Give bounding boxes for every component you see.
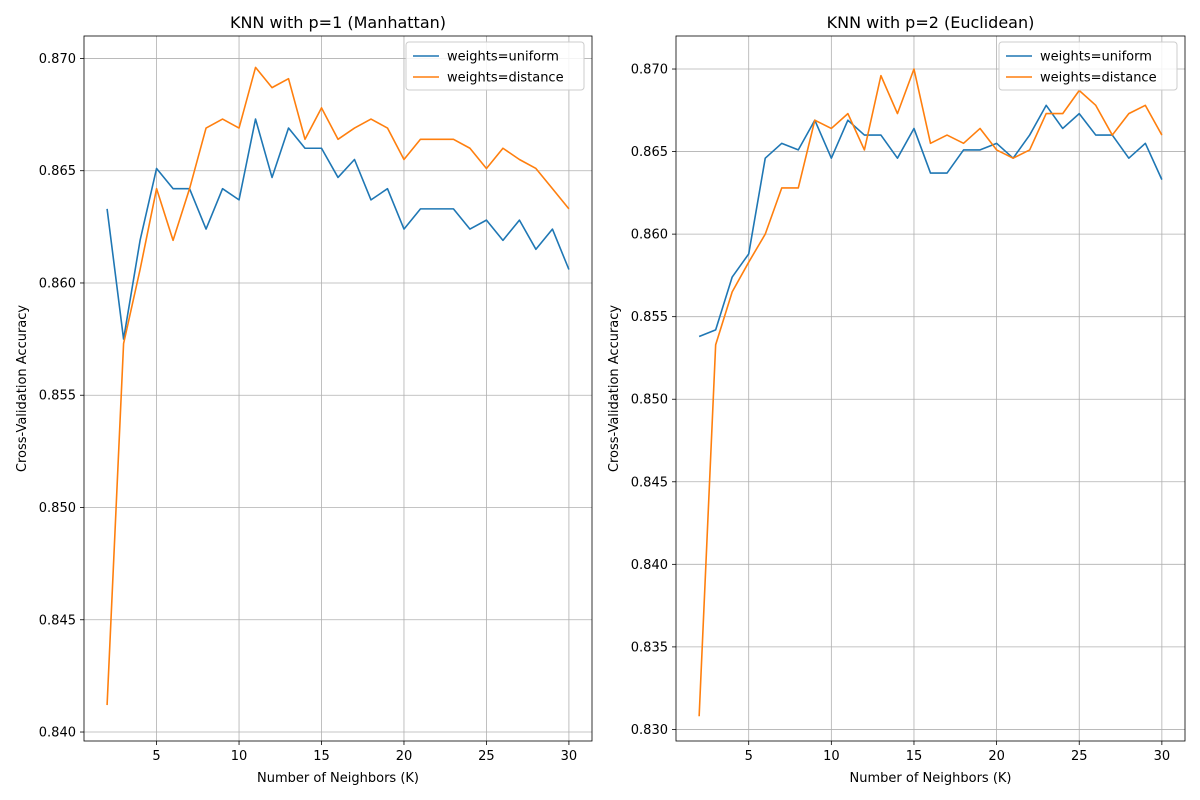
series-line-uniform — [106, 118, 570, 340]
x-tick-label: 10 — [231, 749, 248, 764]
y-axis-label: Cross-Validation Accuracy — [607, 305, 622, 473]
y-tick-label: 0.860 — [631, 228, 668, 243]
y-tick-label: 0.850 — [631, 393, 668, 408]
x-axis-label: Number of Neighbors (K) — [850, 771, 1012, 786]
chart-euclidean: 5 10 15 20 25 30 0.830 0.835 0.840 0.845 0.850 0.85… — [607, 13, 1186, 786]
y-tick-label: 0.870 — [39, 52, 76, 67]
x-tick-label: 30 — [561, 749, 578, 764]
y-tick-label: 0.860 — [39, 276, 76, 291]
y-tick-label: 0.855 — [39, 389, 76, 404]
chart-title: KNN with p=1 (Manhattan) — [230, 13, 446, 32]
y-tick-label: 0.840 — [631, 558, 668, 573]
legend-label-uniform: weights=uniform — [1040, 50, 1152, 65]
x-tick-label: 20 — [988, 749, 1005, 764]
y-tick-label: 0.865 — [39, 164, 76, 179]
legend-box — [998, 41, 1178, 91]
y-tick-label: 0.845 — [39, 613, 76, 628]
legend-label-distance: weights=distance — [1040, 71, 1157, 86]
y-tick-label: 0.855 — [631, 310, 668, 325]
legend-label-uniform: weights=uniform — [447, 50, 559, 65]
legend-box — [405, 41, 585, 91]
legend: weights=uniform weights=distance — [405, 41, 585, 91]
x-tick-label: 15 — [906, 749, 923, 764]
x-tick-label: 25 — [478, 749, 495, 764]
y-tick-label: 0.845 — [631, 475, 668, 490]
y-tick-label: 0.840 — [39, 726, 76, 741]
legend: weights=uniform weights=distance — [998, 41, 1178, 91]
chart-manhattan: 5 10 15 20 25 30 0.840 0.845 0.850 0.855 0.860 0.86… — [15, 13, 593, 786]
x-tick-label: 5 — [152, 749, 160, 764]
chart-title: KNN with p=2 (Euclidean) — [827, 13, 1035, 32]
x-axis-label: Number of Neighbors (K) — [257, 771, 419, 786]
axes-frame — [83, 35, 593, 742]
y-tick-label: 0.850 — [39, 501, 76, 516]
series-line-distance — [698, 68, 1163, 717]
y-tick-label: 0.835 — [631, 640, 668, 655]
x-tick-label: 15 — [313, 749, 330, 764]
x-tick-label: 25 — [1071, 749, 1088, 764]
series-line-distance — [106, 66, 570, 706]
series-line-uniform — [698, 104, 1163, 338]
legend-label-distance: weights=distance — [447, 71, 564, 86]
y-tick-label: 0.870 — [631, 63, 668, 78]
x-tick-label: 5 — [745, 749, 753, 764]
x-tick-label: 20 — [396, 749, 413, 764]
y-tick-label: 0.865 — [631, 145, 668, 160]
axes-frame — [675, 35, 1186, 742]
y-tick-label: 0.830 — [631, 723, 668, 738]
x-tick-label: 10 — [823, 749, 840, 764]
x-tick-label: 30 — [1154, 749, 1171, 764]
y-axis-label: Cross-Validation Accuracy — [15, 305, 30, 473]
